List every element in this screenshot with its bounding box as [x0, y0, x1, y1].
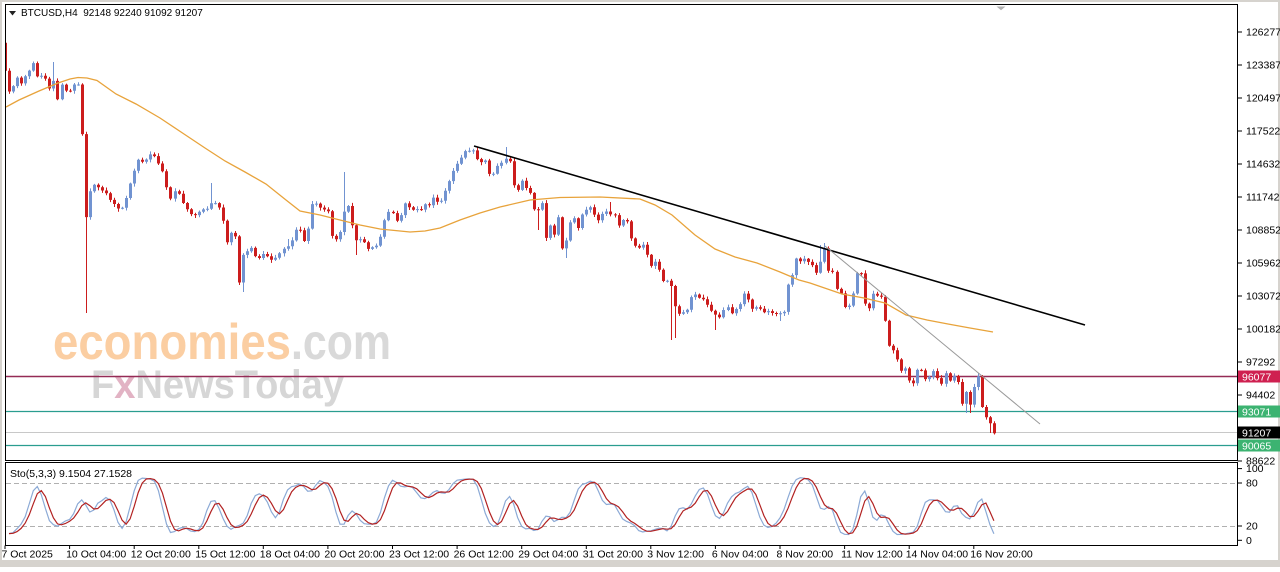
- svg-text:26 Oct 12:00: 26 Oct 12:00: [454, 549, 514, 561]
- svg-text:12 Oct 20:00: 12 Oct 20:00: [131, 549, 191, 561]
- svg-text:31 Oct 20:00: 31 Oct 20:00: [583, 549, 643, 561]
- svg-text:111742: 111742: [1246, 192, 1280, 204]
- svg-text:93071: 93071: [1242, 407, 1271, 419]
- svg-text:11 Nov 12:00: 11 Nov 12:00: [841, 549, 903, 561]
- svg-text:120497: 120497: [1246, 93, 1280, 105]
- svg-text:economies: economies: [53, 314, 291, 370]
- svg-text:80: 80: [1246, 478, 1258, 490]
- svg-text:20: 20: [1246, 521, 1258, 533]
- svg-text:114632: 114632: [1246, 159, 1280, 171]
- svg-text:117522: 117522: [1246, 126, 1280, 138]
- svg-text:96077: 96077: [1242, 372, 1271, 384]
- svg-text:8 Nov 20:00: 8 Nov 20:00: [777, 549, 834, 561]
- svg-text:16 Nov 20:00: 16 Nov 20:00: [970, 549, 1033, 561]
- svg-text:.com: .com: [291, 314, 391, 370]
- svg-text:103072: 103072: [1246, 291, 1280, 303]
- svg-text:126277: 126277: [1246, 27, 1280, 39]
- svg-text:20 Oct 20:00: 20 Oct 20:00: [324, 549, 384, 561]
- svg-text:94402: 94402: [1246, 390, 1275, 402]
- svg-text:29 Oct 04:00: 29 Oct 04:00: [518, 549, 578, 561]
- svg-text:14 Nov 04:00: 14 Nov 04:00: [906, 549, 969, 561]
- svg-text:3 Nov 12:00: 3 Nov 12:00: [647, 549, 704, 561]
- svg-text:100: 100: [1246, 463, 1264, 475]
- svg-text:FxNewsToday: FxNewsToday: [91, 363, 345, 407]
- svg-text:100182: 100182: [1246, 324, 1280, 336]
- svg-text:91207: 91207: [1242, 428, 1271, 440]
- svg-text:88622: 88622: [1246, 456, 1275, 468]
- svg-text:15 Oct 12:00: 15 Oct 12:00: [195, 549, 255, 561]
- svg-text:0: 0: [1246, 535, 1252, 547]
- svg-text:BTCUSD,H4 92148 92240 91092 9: BTCUSD,H4 92148 92240 91092 91207: [21, 8, 203, 19]
- svg-text:90065: 90065: [1242, 441, 1271, 453]
- svg-text:97292: 97292: [1246, 357, 1275, 369]
- svg-text:123387: 123387: [1246, 60, 1280, 72]
- svg-text:6 Nov 04:00: 6 Nov 04:00: [712, 549, 769, 561]
- svg-text:7 Oct 2025: 7 Oct 2025: [2, 549, 54, 561]
- svg-text:23 Oct 12:00: 23 Oct 12:00: [389, 549, 449, 561]
- svg-text:Sto(5,3,3) 9.1504 27.1528: Sto(5,3,3) 9.1504 27.1528: [10, 468, 132, 480]
- svg-text:18 Oct 04:00: 18 Oct 04:00: [260, 549, 320, 561]
- svg-text:105962: 105962: [1246, 258, 1280, 270]
- svg-text:108852: 108852: [1246, 225, 1280, 237]
- svg-text:10 Oct 04:00: 10 Oct 04:00: [66, 549, 126, 561]
